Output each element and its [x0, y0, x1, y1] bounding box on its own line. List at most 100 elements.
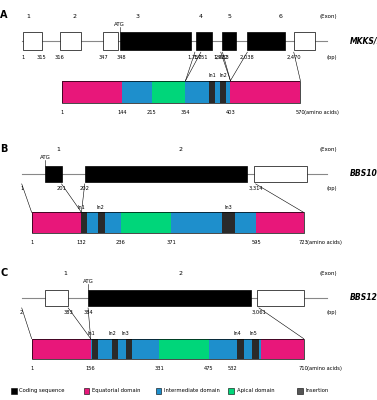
- Bar: [159, 339, 209, 359]
- Text: (Exon): (Exon): [319, 14, 337, 19]
- Bar: [81, 212, 121, 233]
- Bar: [256, 212, 304, 233]
- Text: 201: 201: [57, 186, 66, 191]
- Text: 3,314: 3,314: [248, 186, 263, 191]
- Text: 570: 570: [296, 110, 305, 116]
- Text: In4: In4: [233, 331, 241, 336]
- Text: MKKS/BBS6: MKKS/BBS6: [350, 36, 377, 46]
- Text: B: B: [0, 144, 8, 154]
- Text: A: A: [0, 10, 8, 20]
- Text: C: C: [0, 268, 8, 278]
- Bar: [11, 388, 17, 394]
- Bar: [23, 32, 41, 50]
- Bar: [112, 339, 118, 359]
- Bar: [261, 339, 304, 359]
- Bar: [122, 81, 152, 103]
- Bar: [88, 290, 251, 306]
- Text: 532: 532: [227, 366, 237, 371]
- Text: 475: 475: [204, 366, 213, 371]
- Bar: [103, 32, 118, 50]
- Bar: [297, 388, 302, 394]
- Text: 1: 1: [60, 110, 63, 116]
- Text: 1: 1: [30, 366, 33, 371]
- Bar: [120, 32, 191, 50]
- Text: 202: 202: [80, 186, 90, 191]
- Bar: [85, 166, 247, 182]
- Bar: [152, 81, 185, 103]
- Text: ATG: ATG: [114, 22, 125, 27]
- Text: 1,751: 1,751: [194, 55, 208, 60]
- Bar: [45, 290, 68, 306]
- Text: 1: 1: [63, 271, 67, 276]
- Bar: [228, 388, 234, 394]
- Bar: [121, 212, 172, 233]
- Bar: [172, 212, 256, 233]
- Text: 1: 1: [56, 147, 60, 152]
- Text: 723: 723: [299, 240, 309, 245]
- Text: 371: 371: [167, 240, 176, 245]
- Bar: [32, 339, 91, 359]
- Text: Equatorial domain: Equatorial domain: [92, 388, 140, 393]
- Text: 3,061: 3,061: [251, 310, 266, 315]
- Bar: [156, 388, 161, 394]
- Bar: [60, 32, 81, 50]
- Text: 2: 2: [20, 310, 23, 315]
- Text: 1: 1: [30, 240, 33, 245]
- Text: 144: 144: [117, 110, 127, 116]
- Bar: [92, 339, 98, 359]
- Text: 156: 156: [86, 366, 95, 371]
- Text: 383: 383: [63, 310, 73, 315]
- Text: 331: 331: [154, 366, 164, 371]
- Bar: [61, 81, 122, 103]
- Text: Apical domain: Apical domain: [237, 388, 274, 393]
- Text: (bp): (bp): [326, 310, 337, 315]
- Text: 215: 215: [147, 110, 156, 116]
- Bar: [209, 339, 261, 359]
- Text: Coding sequence: Coding sequence: [20, 388, 65, 393]
- Text: In3: In3: [122, 331, 129, 336]
- Text: In1: In1: [87, 331, 95, 336]
- Bar: [230, 81, 300, 103]
- Text: In1: In1: [78, 205, 85, 210]
- Text: BBS10: BBS10: [350, 169, 377, 178]
- Text: Intermediate domain: Intermediate domain: [164, 388, 220, 393]
- Text: 1: 1: [26, 14, 30, 19]
- Text: 1,750: 1,750: [188, 55, 202, 60]
- Bar: [126, 339, 132, 359]
- Text: 1,922: 1,922: [213, 55, 228, 60]
- Text: 1: 1: [20, 186, 23, 191]
- Bar: [45, 166, 61, 182]
- Text: Insertion: Insertion: [305, 388, 329, 393]
- Text: 2,470: 2,470: [287, 55, 301, 60]
- Bar: [237, 339, 244, 359]
- Text: 4: 4: [199, 14, 203, 19]
- Text: In2: In2: [97, 205, 104, 210]
- Bar: [91, 339, 159, 359]
- Text: (amino acids): (amino acids): [307, 240, 342, 245]
- Text: 2: 2: [73, 14, 77, 19]
- Bar: [252, 339, 259, 359]
- Text: (bp): (bp): [326, 55, 337, 60]
- Text: 3: 3: [136, 14, 140, 19]
- Bar: [294, 32, 315, 50]
- Bar: [257, 290, 304, 306]
- Bar: [61, 81, 300, 103]
- Text: In1: In1: [208, 73, 216, 78]
- Text: In5: In5: [250, 331, 257, 336]
- Text: 316: 316: [55, 55, 65, 60]
- Bar: [32, 339, 304, 359]
- Bar: [98, 212, 104, 233]
- Bar: [254, 166, 307, 182]
- Text: 2,038: 2,038: [240, 55, 255, 60]
- Text: 2: 2: [179, 271, 183, 276]
- Text: 354: 354: [181, 110, 190, 116]
- Bar: [222, 32, 236, 50]
- Text: In2: In2: [108, 331, 116, 336]
- Text: ATG: ATG: [83, 279, 93, 284]
- Text: 347: 347: [98, 55, 108, 60]
- Text: 1: 1: [22, 55, 25, 60]
- Text: 2: 2: [179, 147, 183, 152]
- Bar: [32, 212, 81, 233]
- Text: 6: 6: [279, 14, 282, 19]
- Text: BBS12: BBS12: [350, 293, 377, 302]
